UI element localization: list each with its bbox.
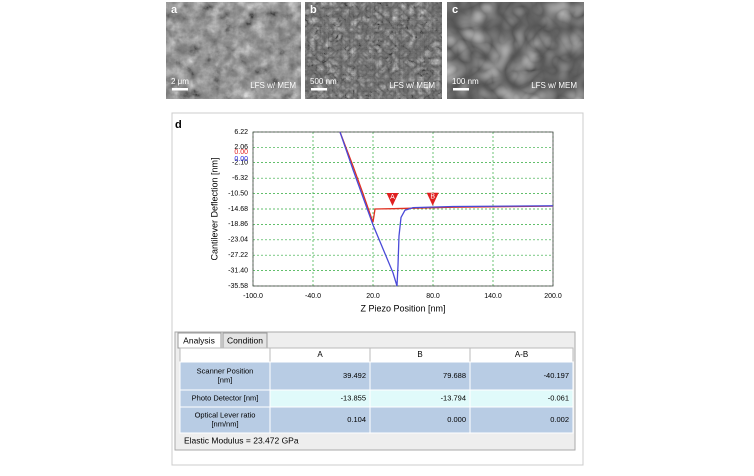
y-tick-label: -31.40 (228, 267, 248, 274)
y-tick-label: 2.06 (234, 144, 248, 151)
table-value: -0.061 (548, 393, 569, 402)
y-tick-label: -18.86 (228, 221, 248, 228)
annotation: 0.00 (234, 156, 248, 163)
line-series (339, 131, 554, 287)
row-header: Optical Lever ratio [nm/nm] (195, 410, 256, 428)
column-header: A-B (515, 350, 528, 359)
column-header: A (317, 350, 323, 359)
y-tick-label: 6.22 (234, 129, 248, 136)
x-tick-label: 20.0 (366, 293, 380, 300)
table-value: 39.492 (343, 371, 366, 380)
column-header: B (417, 350, 422, 359)
row-header: Scanner Position [nm] (197, 366, 254, 384)
tab-label: Analysis (183, 335, 215, 345)
scale-bar-label: 500 nm (310, 77, 337, 86)
table-value: -13.794 (441, 393, 466, 402)
table-cell (369, 406, 471, 434)
marker-label: B (430, 194, 435, 201)
panel-label: d (175, 119, 182, 131)
y-tick-label: -35.58 (228, 283, 248, 290)
table-footer: Elastic Modulus = 23.472 GPa (184, 435, 299, 445)
y-tick-label: -6.32 (232, 175, 248, 182)
scale-bar (453, 88, 469, 91)
line-series (339, 131, 554, 223)
marker-label: A (390, 194, 395, 201)
marker (386, 192, 399, 206)
x-tick-label: 80.0 (426, 293, 440, 300)
x-axis-label: Z Piezo Position [nm] (360, 303, 445, 313)
y-tick-label: -27.22 (228, 252, 248, 259)
y-tick-label: -10.50 (228, 190, 248, 197)
table-value: 0.000 (447, 415, 466, 424)
sem-texture (447, 2, 584, 99)
table-cell (369, 361, 471, 391)
x-tick-label: -100.0 (243, 293, 263, 300)
table-cell (469, 361, 574, 391)
tab-label: Condition (227, 335, 263, 345)
x-tick-label: 140.0 (484, 293, 502, 300)
table-cell (269, 361, 371, 391)
sem-images (166, 2, 584, 99)
scale-bar-label: 100 nm (452, 77, 479, 86)
panel-label: c (452, 4, 458, 16)
row-header: Photo Detector [nm] (192, 393, 259, 402)
table-cell (469, 406, 574, 434)
y-tick-label: -2.10 (232, 159, 248, 166)
plot-frame (252, 131, 554, 287)
table-value: 79.688 (443, 371, 466, 380)
x-tick-label: 200.0 (544, 293, 562, 300)
table-value: 0.002 (550, 415, 569, 424)
scale-bar (172, 88, 188, 91)
marker (426, 192, 439, 206)
scale-bar (311, 88, 327, 91)
panel-label: a (171, 4, 178, 16)
panel-caption: LFS w/ MEM (531, 81, 577, 90)
table-value: -40.197 (544, 371, 569, 380)
table-value: 0.104 (347, 415, 366, 424)
panel-caption: LFS w/ MEM (389, 81, 435, 90)
sem-texture (305, 2, 442, 99)
scale-bar-label: 2 μm (171, 77, 189, 86)
y-axis-label: Cantilever Deflection [nm] (209, 157, 219, 260)
y-tick-label: -23.04 (228, 237, 248, 244)
sem-texture (166, 2, 301, 99)
panel-label: b (310, 4, 317, 16)
table-value: -13.855 (341, 393, 366, 402)
y-tick-label: -14.68 (228, 206, 248, 213)
panel-caption: LFS w/ MEM (250, 81, 296, 90)
header-cell (179, 347, 271, 363)
annotation: 0.00 (234, 149, 248, 156)
x-tick-label: -40.0 (305, 293, 321, 300)
